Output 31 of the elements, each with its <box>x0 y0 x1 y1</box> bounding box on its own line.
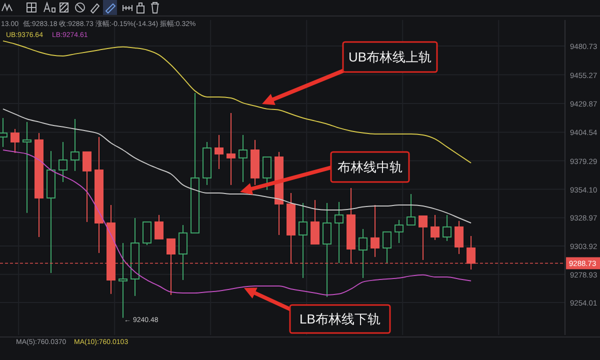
candlestick <box>358 228 368 278</box>
candlestick <box>394 219 404 244</box>
candlestick <box>298 202 308 278</box>
annotation: 布林线中轨 <box>338 160 402 174</box>
annotation: LB布林线下轨 <box>300 312 380 326</box>
candlestick <box>238 134 248 183</box>
candlestick <box>322 202 332 298</box>
candlestick <box>442 214 452 242</box>
line-series <box>2 150 472 296</box>
candlestick <box>406 194 416 226</box>
candlestick <box>418 215 428 260</box>
candlestick <box>58 141 68 183</box>
candlestick <box>154 214 164 240</box>
candlestick <box>334 201 344 264</box>
line-series <box>2 108 472 224</box>
candlestick <box>454 220 464 254</box>
candlestick <box>430 214 440 240</box>
candlestick <box>10 128 20 154</box>
candlestick <box>142 221 152 246</box>
candlestick <box>22 121 32 214</box>
candlestick <box>70 118 80 172</box>
candlestick <box>226 112 236 186</box>
candlestick <box>178 224 188 281</box>
candlestick <box>382 231 392 264</box>
annotation: UB布林线上轨 <box>348 50 432 64</box>
candlestick <box>82 151 92 222</box>
candlestick <box>310 200 320 245</box>
candlestick <box>118 242 128 318</box>
candlestick <box>262 156 272 190</box>
candlestick <box>214 134 224 170</box>
candlestick <box>370 204 380 258</box>
